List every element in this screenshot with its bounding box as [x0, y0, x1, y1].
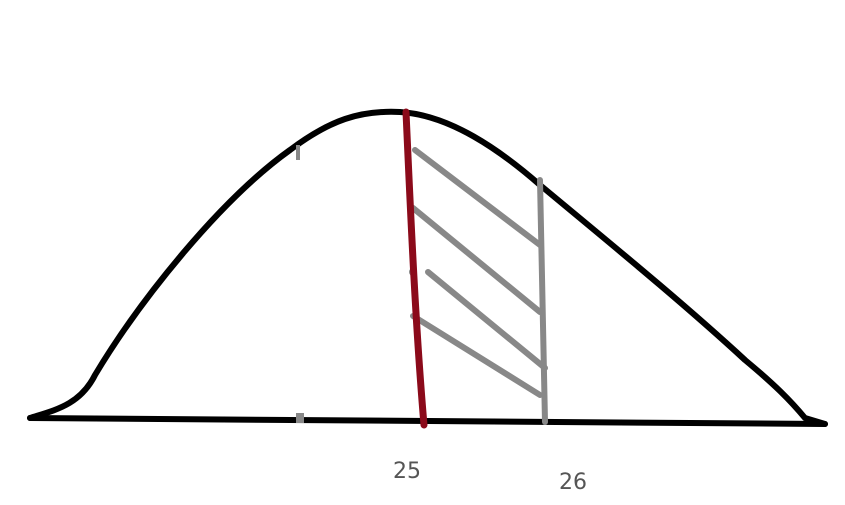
boundary-26: [537, 177, 548, 425]
axis-label: 25: [393, 459, 421, 484]
mean-line: [402, 108, 428, 429]
hatch-line: [410, 313, 543, 398]
hatch-line: [425, 269, 548, 371]
hatch-line: [410, 205, 543, 315]
baseline: [27, 415, 828, 427]
bell-curve: [27, 108, 828, 427]
hatching: [410, 147, 548, 425]
axis-label: 26: [559, 470, 587, 495]
hatch-line: [412, 147, 543, 248]
tick-mark: [296, 413, 304, 423]
